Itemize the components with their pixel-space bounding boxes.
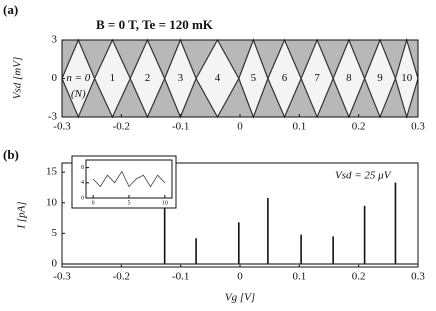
plot-frame	[61, 39, 419, 118]
x-tick-label: 10	[162, 200, 168, 206]
x-axis-label: Vg [V]	[225, 292, 255, 304]
annotation: Vsd = 25 μV	[335, 170, 392, 182]
x-tick-label: 0	[237, 121, 243, 133]
y-axis-label: I [pA]	[16, 201, 28, 229]
y-tick-label: 5	[52, 227, 58, 239]
charge-label: 5	[251, 72, 257, 84]
y-tick-label: 3	[52, 34, 58, 46]
charge-label: 8	[346, 72, 352, 84]
y-tick-label: 0	[52, 257, 58, 269]
x-tick-label: 0.3	[411, 271, 425, 283]
x-tick-label: 0.1	[292, 271, 306, 283]
x-tick-label: -0.3	[53, 121, 71, 133]
x-tick-label: 0.3	[411, 121, 425, 133]
panel-label: (b)	[3, 147, 19, 162]
x-tick-label: -0.3	[53, 271, 71, 283]
x-tick-label: 0.2	[352, 271, 366, 283]
charge-label: 10	[401, 72, 413, 84]
charge-label: 6	[282, 72, 288, 84]
x-tick-label: 0.2	[352, 121, 366, 133]
x-tick-label: 0	[237, 271, 243, 283]
charge-label: n = 0	[66, 72, 90, 84]
inset-line	[92, 170, 166, 188]
x-tick-label: 0.1	[292, 121, 306, 133]
charge-label: 3	[178, 72, 184, 84]
charge-label: 2	[145, 72, 151, 84]
x-tick-label: -0.1	[172, 121, 189, 133]
y-tick-label: 10	[46, 196, 58, 208]
y-tick-label: 15	[46, 166, 58, 178]
y-tick-label: 0	[52, 72, 58, 84]
plot-frame	[61, 162, 419, 268]
charge-label: 4	[215, 72, 221, 84]
y-tick-label: 8	[81, 165, 84, 171]
x-tick-label: 5	[128, 200, 131, 206]
y-tick-label: 0	[81, 195, 84, 201]
chart-title: B = 0 T, Te = 120 mK	[96, 17, 214, 32]
charge-label: 1	[110, 72, 116, 84]
x-tick-label: -0.2	[113, 121, 130, 133]
charge-label: 7	[314, 72, 320, 84]
panel-label: (a)	[3, 2, 18, 17]
charge-note: (N)	[71, 88, 86, 100]
charge-label: 9	[377, 72, 383, 84]
plot-frame	[85, 159, 173, 199]
y-tick-label: 4	[81, 180, 84, 186]
inset-background	[71, 155, 177, 209]
x-tick-label: -0.1	[172, 271, 189, 283]
y-axis-label: Vsd [mV]	[12, 57, 24, 99]
x-tick-label: 0	[92, 200, 95, 206]
y-tick-label: -3	[48, 111, 58, 123]
x-tick-label: -0.2	[113, 271, 130, 283]
